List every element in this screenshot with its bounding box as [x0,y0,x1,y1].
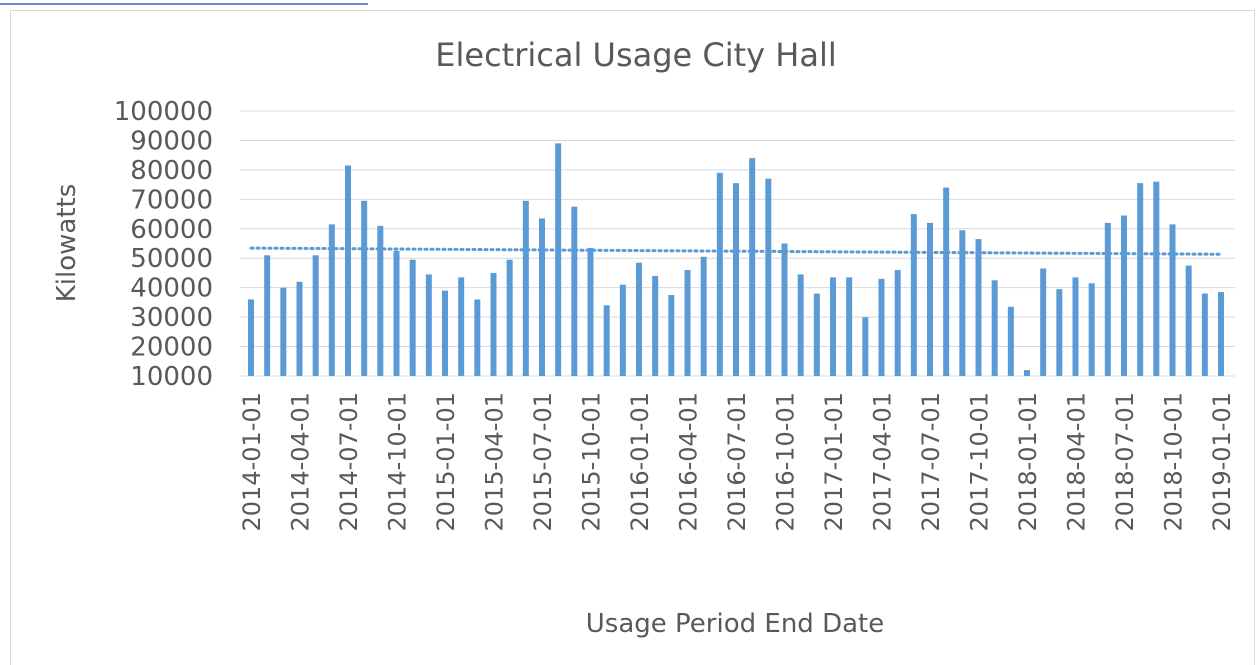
bar [813,293,820,376]
bar [991,280,998,376]
y-tick-label: 20000 [130,333,213,363]
bar [1040,268,1047,376]
bar [1007,306,1014,376]
x-tick-label: 2018-01-01 [1014,392,1042,531]
bar [458,277,465,376]
bar [490,272,497,376]
x-tick-label: 2017-04-01 [869,392,897,531]
x-tick-label: 2015-01-01 [432,392,460,531]
bar [830,277,836,376]
bar [1169,224,1176,376]
bar [910,214,917,376]
bar [668,295,675,376]
bar [894,270,901,376]
y-tick-label: 70000 [130,185,213,215]
bar [1137,183,1144,376]
bar [393,250,400,376]
bar [1218,292,1224,376]
bar [264,255,271,376]
bar [248,299,254,376]
bar [539,218,545,376]
bar [409,259,416,376]
bar [781,243,788,376]
bar [603,305,610,376]
bar [474,299,481,376]
bar [700,256,707,376]
x-tick-label: 2017-07-01 [917,392,945,531]
x-tick-label: 2015-04-01 [481,392,509,531]
bar [636,262,642,376]
trendline [249,246,1223,256]
x-tick-label: 2016-07-01 [723,392,751,531]
x-tick-label: 2016-01-01 [626,392,654,531]
x-tick-label: 2018-10-01 [1160,392,1188,531]
x-tick-label: 2018-07-01 [1111,392,1139,531]
x-tick-label: 2017-01-01 [820,392,848,531]
bar [652,275,659,376]
x-tick-label: 2018-04-01 [1063,392,1091,531]
bar [619,284,626,376]
bar [846,277,853,376]
bar [296,281,303,376]
bar [1185,265,1192,376]
x-tick-label: 2014-07-01 [335,392,363,531]
bar [943,187,950,376]
bar [442,290,448,376]
x-tick-label: 2015-10-01 [578,392,606,531]
y-tick-label: 30000 [130,303,213,333]
bar [1056,289,1063,376]
bar [1201,293,1208,376]
bar [506,259,513,376]
y-axis-title: Kilowatts [52,184,82,303]
bar [1072,277,1079,376]
y-tick-label: 90000 [130,126,213,156]
x-tick-label: 2014-10-01 [384,392,412,531]
y-tick-label: 10000 [130,362,213,392]
y-tick-label: 40000 [130,274,213,304]
bar [361,200,368,376]
bar [1153,181,1160,376]
bar [1104,222,1111,376]
bar [555,143,562,376]
bar [280,287,287,376]
bar [587,247,594,376]
bar [425,274,432,376]
bar [684,270,691,376]
chart-title: Electrical Usage City Hall [435,36,836,74]
bar [522,200,529,376]
bar [733,183,739,376]
x-tick-label: 2014-01-01 [238,392,266,531]
chart-frame [10,10,1255,665]
x-axis-title: Usage Period End Date [586,609,884,639]
bar [328,224,335,376]
bar [312,255,319,376]
bar [1024,370,1030,376]
bar [571,206,578,376]
bar [975,239,982,376]
bar [797,274,804,376]
bar [1121,215,1127,376]
bar [878,278,885,376]
x-tick-label: 2016-10-01 [772,392,800,531]
x-tick-label: 2017-10-01 [966,392,994,531]
y-tick-label: 50000 [130,244,213,274]
bar [749,158,756,376]
bar [716,172,723,376]
bar [862,317,869,376]
x-tick-label: 2019-01-01 [1208,392,1236,531]
bar [377,225,384,376]
y-tick-label: 100000 [114,97,213,127]
bar [1088,283,1095,376]
bar [959,230,966,376]
x-tick-label: 2015-07-01 [529,392,557,531]
x-tick-label: 2014-04-01 [287,392,315,531]
y-tick-label: 60000 [130,215,213,245]
bar [927,222,933,376]
x-tick-label: 2016-04-01 [675,392,703,531]
bar [345,165,351,376]
y-tick-label: 80000 [130,156,213,186]
bar [765,178,772,376]
